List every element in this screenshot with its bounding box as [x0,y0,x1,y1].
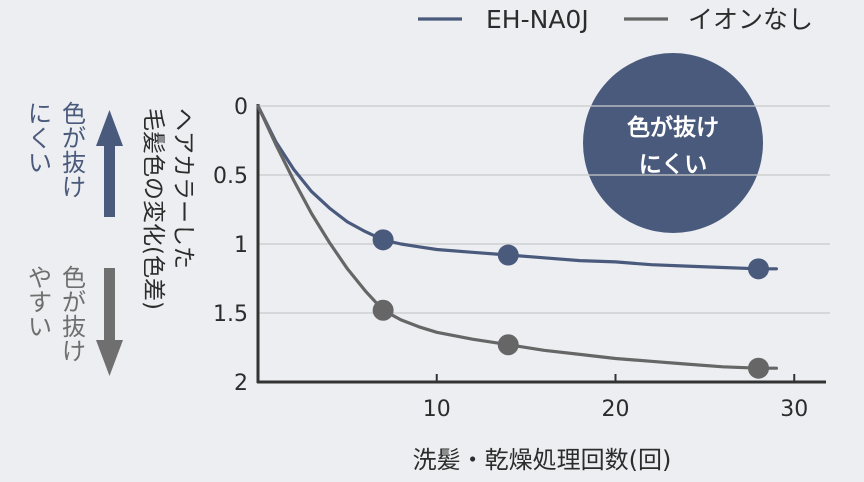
legend-label-1: イオンなし [688,5,813,34]
tick-labels: 10 20 30 0 0.5 1 1.5 2 [213,95,808,422]
annotation-down-text-char: 色 [62,264,86,292]
series-layer [256,104,778,379]
data-point-s0-2 [748,258,769,280]
y-axis-label: ヘアカラーした毛髪色の変化(色差) [140,108,196,310]
data-point-s1-0 [372,299,394,321]
y-tick-label-2: 1 [234,233,248,258]
series-line-1 [256,104,778,370]
annotation-up-text-char: 色 [62,100,86,128]
annotation-up-text-char: く [28,124,52,152]
arrow-down-shaft [104,268,115,342]
annotation-up-text-char: い [28,149,52,177]
axis-labels: ヘアカラーした毛髪色の変化(色差) 洗髪・乾燥処理回数(回) [140,108,671,474]
arrow-up-head [96,110,123,146]
annotation-down-text-char: い [28,313,52,341]
x-tick-label-1: 20 [602,397,630,422]
data-point-s1-2 [748,357,769,379]
annotation-up-text-char: が [62,124,86,152]
annotation-down-text-char: 抜 [62,313,86,341]
arrow-down-head [96,340,123,376]
y-axis-label-line-1: ヘアカラーした [170,108,196,269]
x-tick-label-2: 30 [780,397,808,422]
y-axis-label-line-2: 毛髪色の変化(色差) [140,108,166,310]
gridlines [258,105,830,314]
y-tick-label-0: 0 [234,95,248,120]
x-axis-label: 洗髪・乾燥処理回数(回) [413,446,672,474]
badge-text-line-0: 色が抜け [627,114,719,141]
legend-label-0: EH-NA0J [486,5,589,34]
annotation-down-text: 色が抜け やすい [28,264,86,365]
annotation-up-text: 色が抜け にくい [28,100,86,201]
x-tick-label-0: 10 [423,397,451,422]
data-point-s0-0 [372,229,394,251]
annotation-down-text-char: が [62,288,86,316]
badge-circle [583,53,763,233]
data-point-s0-1 [497,244,519,266]
y-tick-label-4: 2 [234,371,248,396]
y-tick-label-3: 1.5 [213,302,248,327]
annotation-up-text-char: け [62,173,86,201]
data-point-s1-1 [497,334,519,356]
axes [256,104,826,384]
annotation-down-text-char: や [28,264,52,292]
badge-text-line-1: にくい [639,152,708,178]
annotation-up-text-char: 抜 [62,149,86,177]
annotation-down-text-char: す [28,288,52,316]
annotation-down-text-char: け [62,337,86,365]
badge-text: 色が抜けにくい [627,114,719,178]
series-line-0 [256,104,778,271]
y-tick-label-1: 0.5 [213,164,248,189]
arrow-up-shaft [104,144,115,217]
legend: EH-NA0J イオンなし [418,5,813,34]
annotation-up-text-char: に [28,100,52,128]
